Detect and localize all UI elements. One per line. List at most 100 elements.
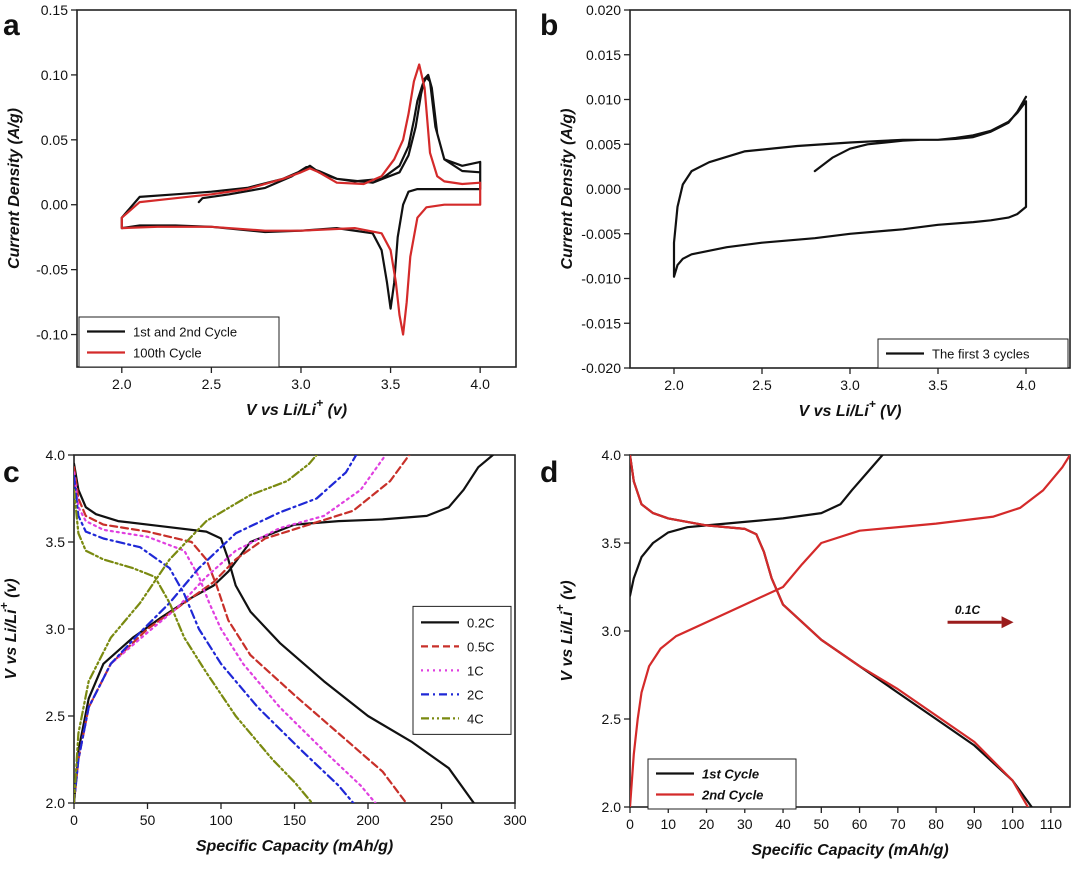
y-tick-label: 0.020 [586,2,621,18]
x-tick-label: 3.0 [291,376,311,392]
panel-d: d 0 10 20 30 40 50 60 70 80 90 100 110 2.0 2.5 3.0 3.5 4.… [540,447,1071,859]
y-tick-label: 3.5 [46,534,66,550]
x-tick-label: 2.5 [202,376,222,392]
legend-label: 1C [467,663,484,678]
x-tick-label: 0 [626,816,634,832]
x-axis-label: Specific Capacity (mAh/g) [751,842,948,859]
panel-letter-a: a [3,9,20,42]
x-tick-label: 4.0 [470,376,490,392]
legend-label: 4C [467,711,484,726]
legend-label: 1st Cycle [702,767,759,782]
x-axis-label-main: Specific Capacity (mAh/g) [196,838,393,855]
y-tick-label: -0.020 [581,360,621,376]
legend-label: 2nd Cycle [701,788,763,803]
x-tick-label: 0 [70,812,78,828]
x-tick-label: 40 [775,816,791,832]
x-axis-label-sup: + [316,396,323,410]
curves [120,63,482,336]
legend-label: 2C [467,687,484,702]
y-tick-label: 0.005 [586,136,621,152]
legend-box [647,758,797,810]
x-tick-label: 3.0 [840,377,860,393]
legend-label: 1st and 2nd Cycle [133,325,237,340]
y-tick-label: 0.015 [586,47,621,63]
y-tick-label: -0.005 [581,226,621,242]
series-line-the-first-3-cycles [672,95,1028,278]
legend-label: 0.5C [467,639,494,654]
x-tick-label: 200 [356,812,380,828]
charge-curve-2nd-cycle [630,455,1070,807]
curves [672,95,1028,278]
x-tick-label: 70 [890,816,906,832]
legend: 0.2C 0.5C 1C 2C 4C [412,605,512,735]
charge-curve-1c [74,455,387,803]
plot-frame [629,454,1071,808]
discharge-curve-1c [74,471,377,803]
y-axis-label-main: V vs Li/Li [559,611,576,682]
panel-c: c 0 50 100 150 200 250 300 2.0 2.5 3.0 3.5 4.0 Specif… [0,447,527,855]
charge-curve-2c [74,455,358,803]
discharge-curve-4c [74,488,314,803]
x-axis-label-sup: + [869,397,876,411]
panel-b: b 2.0 2.5 3.0 3.5 4.0 -0.020 -0.015 -0.010 -0.005… [540,2,1071,420]
x-tick-label: 110 [1040,816,1063,832]
x-axis-label: V vs Li/Li+ (V) [798,397,901,420]
legend: 1st and 2nd Cycle 100th Cycle [78,316,280,368]
x-tick-label: 50 [814,816,830,832]
y-axis-label-main: Current Density (A/g) [6,108,23,269]
legend-box [412,605,512,735]
y-axis-label: V vs Li/Li+ (v) [553,580,576,681]
y-tick-label: 2.0 [46,795,66,811]
x-axis-label-main: V vs Li/Li [246,402,317,419]
curves [74,455,494,803]
discharge-curve-0-2c [74,462,475,803]
y-axis-label-unit: (v) [559,580,576,604]
y-tick-label: 2.5 [602,711,622,727]
y-tick-label: -0.015 [581,315,621,331]
y-tick-label: -0.010 [581,271,621,287]
x-tick-label: 4.0 [1016,377,1036,393]
panel-letter-b: b [540,9,558,42]
y-axis-label-unit: (v) [3,578,20,602]
y-tick-label: 3.5 [602,535,622,551]
panel-letter-c: c [3,456,20,489]
y-tick-label: 4.0 [602,447,622,463]
y-tick-label: 0.10 [41,67,68,83]
legend: The first 3 cycles [877,338,1069,369]
x-axis-label-main: Specific Capacity (mAh/g) [751,842,948,859]
x-tick-label: 100 [209,812,233,828]
y-axis-label: Current Density (A/g) [559,109,576,270]
x-tick-label: 250 [430,812,454,828]
x-axis-label-main: V vs Li/Li [798,403,869,420]
x-tick-label: 60 [852,816,868,832]
discharge-curve-2nd-cycle [630,455,1029,807]
x-tick-label: 2.0 [664,377,684,393]
charge-curve-0-5c [74,455,411,803]
x-tick-label: 50 [140,812,156,828]
legend-box [78,316,280,368]
y-axis-label-sup: + [553,604,567,611]
y-axis-label: Current Density (A/g) [6,108,23,269]
charge-curve-4c [74,455,318,803]
curves [630,455,1070,807]
x-axis-label-unit: (V) [876,403,902,420]
x-axis-label-unit: (v) [323,402,347,419]
series-line-100th-cycle [120,63,482,336]
legend: 1st Cycle 2nd Cycle [647,758,797,810]
y-tick-label: 0.000 [586,181,621,197]
legend-label: 0.2C [467,615,494,630]
panel-letter-d: d [540,456,558,489]
y-axis-label-main: V vs Li/Li [3,609,20,680]
y-tick-label: 4.0 [46,447,66,463]
y-tick-label: -0.10 [36,327,68,343]
x-tick-label: 100 [1001,816,1025,832]
x-tick-label: 80 [928,816,944,832]
plot-frame [629,9,1071,369]
x-tick-label: 30 [737,816,753,832]
y-tick-label: 2.0 [602,799,622,815]
y-tick-label: 0.00 [41,197,68,213]
y-tick-label: 3.0 [602,623,622,639]
x-tick-label: 10 [660,816,676,832]
y-tick-label: 0.010 [586,92,621,108]
y-axis-label: V vs Li/Li+ (v) [0,578,20,679]
